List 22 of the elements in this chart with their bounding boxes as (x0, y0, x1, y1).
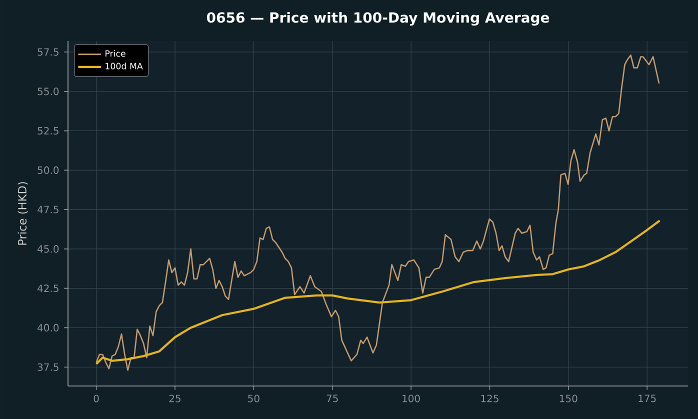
x-tick-label: 50 (248, 394, 260, 402)
x-tick-label: 100 (402, 394, 420, 402)
x-tick-label: 150 (560, 394, 578, 402)
chart-title: 0656 — Price with 100-Day Moving Average (206, 12, 550, 26)
y-tick-label: 42.5 (38, 284, 58, 292)
y-tick-label: 52.5 (38, 127, 58, 135)
y-tick-label: 55.0 (38, 88, 59, 96)
y-tick-label: 40.0 (38, 324, 59, 332)
y-tick-label: 50.0 (38, 166, 59, 174)
legend-label: 100d MA (106, 62, 143, 70)
y-tick-label: 47.5 (38, 206, 58, 214)
y-axis-title: Price (HKD) (18, 182, 28, 245)
x-tick-label: 0 (94, 394, 99, 402)
x-tick-label: 175 (638, 394, 656, 402)
y-tick-label: 57.5 (38, 48, 58, 56)
line-series (95, 220, 661, 366)
x-tick-label: 75 (326, 394, 338, 402)
x-tick-label: 125 (481, 394, 498, 402)
x-tick-label: 25 (169, 394, 180, 402)
y-tick-label: 37.5 (38, 363, 58, 371)
y-tick-label: 45.0 (38, 245, 59, 253)
legend-label: Price (106, 50, 126, 57)
